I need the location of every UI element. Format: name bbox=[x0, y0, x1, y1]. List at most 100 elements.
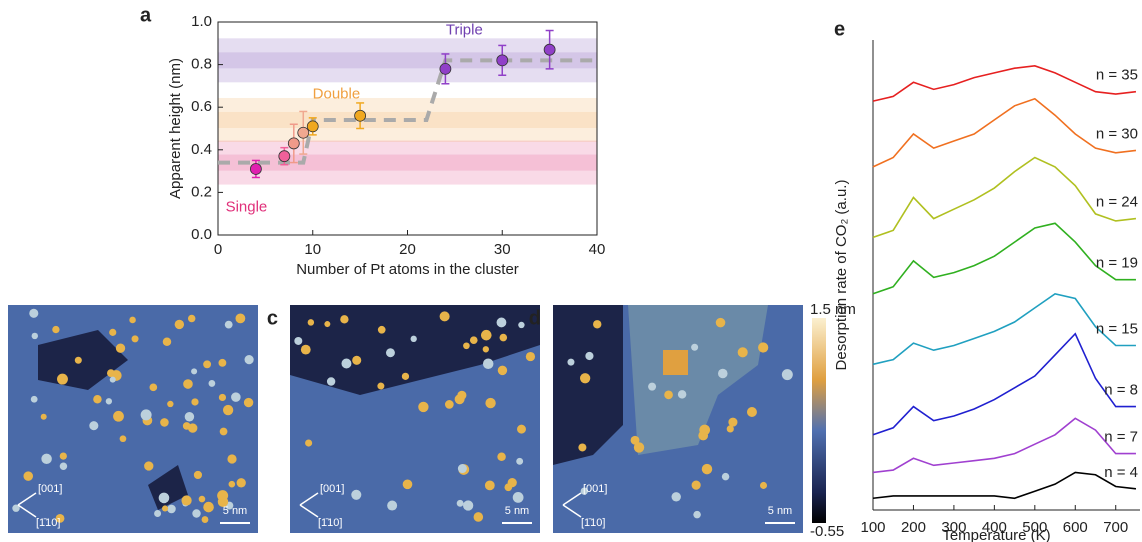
cluster bbox=[721, 472, 730, 481]
cluster bbox=[149, 383, 158, 392]
x-tick-label: 300 bbox=[941, 519, 966, 536]
cluster bbox=[140, 409, 152, 421]
axis-label: [1̄10] bbox=[36, 517, 60, 529]
cluster bbox=[300, 344, 311, 355]
point bbox=[287, 137, 300, 150]
cluster bbox=[184, 412, 195, 422]
axis-label: [001] bbox=[38, 483, 62, 495]
x-tick-label: 500 bbox=[1022, 519, 1047, 536]
x-tick-label: 0 bbox=[214, 241, 222, 258]
axis-arrow bbox=[17, 492, 37, 506]
legend-label: n = 30 bbox=[1096, 125, 1138, 142]
cluster bbox=[728, 417, 738, 427]
cluster bbox=[324, 321, 331, 328]
line bbox=[872, 156, 1137, 239]
cluster-big bbox=[663, 350, 688, 375]
point bbox=[306, 120, 319, 133]
cluster bbox=[482, 358, 494, 370]
x-axis-label: Temperature (K) bbox=[942, 527, 1050, 542]
cluster bbox=[504, 483, 513, 492]
cluster bbox=[585, 351, 594, 361]
cluster bbox=[191, 398, 199, 406]
cluster bbox=[187, 423, 198, 433]
cluster bbox=[55, 513, 65, 523]
cluster bbox=[352, 355, 362, 365]
terrace bbox=[628, 305, 768, 455]
colorbar bbox=[812, 318, 826, 523]
cluster bbox=[593, 320, 602, 329]
cluster bbox=[457, 464, 467, 474]
cluster bbox=[525, 351, 536, 362]
cluster bbox=[192, 509, 201, 518]
band-label: Single bbox=[226, 198, 268, 215]
x-axis-label: Number of Pt atoms in the cluster bbox=[296, 261, 519, 278]
cluster bbox=[410, 335, 417, 343]
cluster bbox=[691, 343, 699, 351]
cluster bbox=[217, 490, 229, 502]
cluster bbox=[517, 424, 526, 434]
cluster bbox=[227, 454, 237, 464]
line bbox=[872, 471, 1137, 500]
step-line bbox=[218, 58, 597, 165]
axis-arrow bbox=[299, 504, 319, 518]
image-label: c bbox=[267, 307, 278, 329]
cluster bbox=[131, 335, 139, 343]
cluster bbox=[208, 380, 216, 387]
cluster bbox=[633, 442, 645, 453]
cluster bbox=[307, 319, 315, 326]
cluster bbox=[305, 439, 313, 447]
band-core bbox=[218, 52, 597, 69]
panel-label: a bbox=[140, 4, 152, 26]
x-tick-label: 100 bbox=[860, 519, 885, 536]
cluster bbox=[203, 360, 212, 369]
cluster bbox=[89, 421, 99, 431]
cluster bbox=[31, 332, 38, 340]
y-axis-label: Apparent height (nm) bbox=[167, 58, 184, 199]
cluster bbox=[781, 369, 793, 381]
x-tick-label: 20 bbox=[399, 241, 416, 258]
axis-label: [1̄10] bbox=[581, 517, 605, 529]
x-tick-label: 400 bbox=[982, 519, 1007, 536]
x-tick-label: 30 bbox=[494, 241, 511, 258]
legend-label: n = 35 bbox=[1096, 67, 1138, 84]
cluster bbox=[482, 346, 489, 353]
panel-label: e bbox=[834, 18, 845, 40]
cluster bbox=[758, 342, 769, 353]
cluster bbox=[41, 453, 52, 465]
cluster bbox=[630, 435, 640, 445]
y-tick-label: 0.0 bbox=[191, 226, 212, 243]
cluster bbox=[107, 369, 115, 378]
cluster bbox=[578, 443, 587, 452]
axis-label: [001] bbox=[320, 483, 344, 495]
cluster bbox=[228, 480, 236, 488]
cluster bbox=[497, 452, 506, 462]
point bbox=[249, 163, 262, 175]
cluster bbox=[59, 462, 68, 470]
cluster bbox=[516, 457, 524, 465]
cluster bbox=[219, 427, 228, 436]
y-axis-label: Desorption rate of CO₂ (a.u.) bbox=[833, 180, 850, 371]
colorbar-min: -0.55 bbox=[810, 523, 844, 540]
cluster bbox=[726, 425, 734, 433]
cluster bbox=[174, 319, 185, 330]
scale-label: 5 nm bbox=[505, 505, 529, 517]
cluster bbox=[218, 358, 227, 367]
cluster bbox=[401, 372, 410, 380]
cluster bbox=[351, 489, 362, 500]
axis-arrow bbox=[562, 504, 582, 518]
legend-label: n = 15 bbox=[1096, 320, 1138, 337]
cluster bbox=[402, 479, 413, 490]
line bbox=[872, 332, 1136, 436]
point bbox=[278, 150, 291, 163]
y-tick-label: 0.6 bbox=[191, 98, 212, 115]
cluster bbox=[677, 390, 687, 399]
cluster bbox=[377, 382, 385, 390]
cluster bbox=[439, 311, 450, 322]
cluster bbox=[457, 390, 467, 400]
cluster bbox=[340, 315, 349, 324]
cluster bbox=[105, 398, 113, 405]
cluster bbox=[341, 358, 352, 369]
line bbox=[872, 222, 1136, 295]
